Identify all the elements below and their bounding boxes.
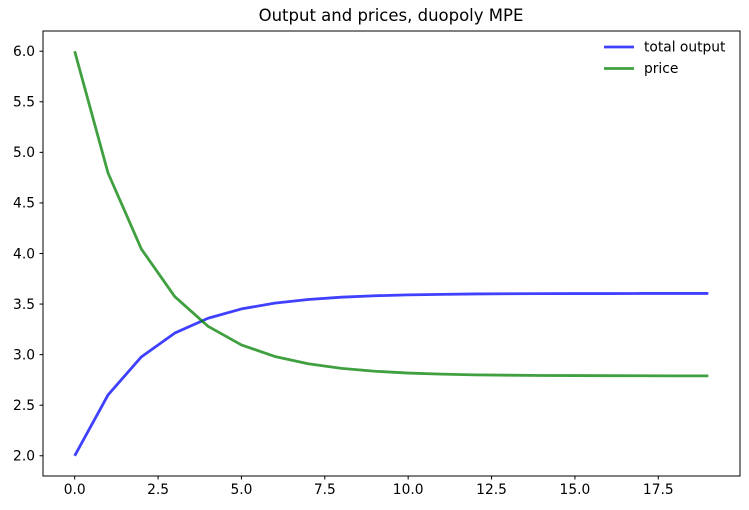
y-tick-label: 2.5 [13,398,35,414]
x-tick-label: 12.5 [476,482,507,498]
legend-label-price: price [644,61,678,77]
x-tick-label: 2.5 [147,482,169,498]
x-tick-label: 0.0 [64,482,86,498]
y-tick-label: 6.0 [13,44,35,60]
y-tick-label: 2.0 [13,449,35,465]
chart-title: Output and prices, duopoly MPE [259,6,524,25]
x-tick-label: 15.0 [560,482,591,498]
legend-label-total-output: total output [644,40,726,56]
y-tick-label: 5.0 [13,145,35,161]
y-tick-label: 4.5 [13,196,35,212]
series-line-total-output [73,292,709,457]
x-tick-label: 5.0 [230,482,252,498]
y-tick-label: 3.0 [13,347,35,363]
x-tick-label: 17.5 [643,482,674,498]
axes-frame [42,30,741,477]
series-line-price [73,50,709,378]
y-tick-label: 4.0 [13,246,35,262]
x-tick-label: 7.5 [314,482,336,498]
y-tick-label: 5.5 [13,95,35,111]
x-tick-label: 10.0 [393,482,424,498]
legend: total output price [604,40,726,77]
y-tick-label: 3.5 [13,297,35,313]
